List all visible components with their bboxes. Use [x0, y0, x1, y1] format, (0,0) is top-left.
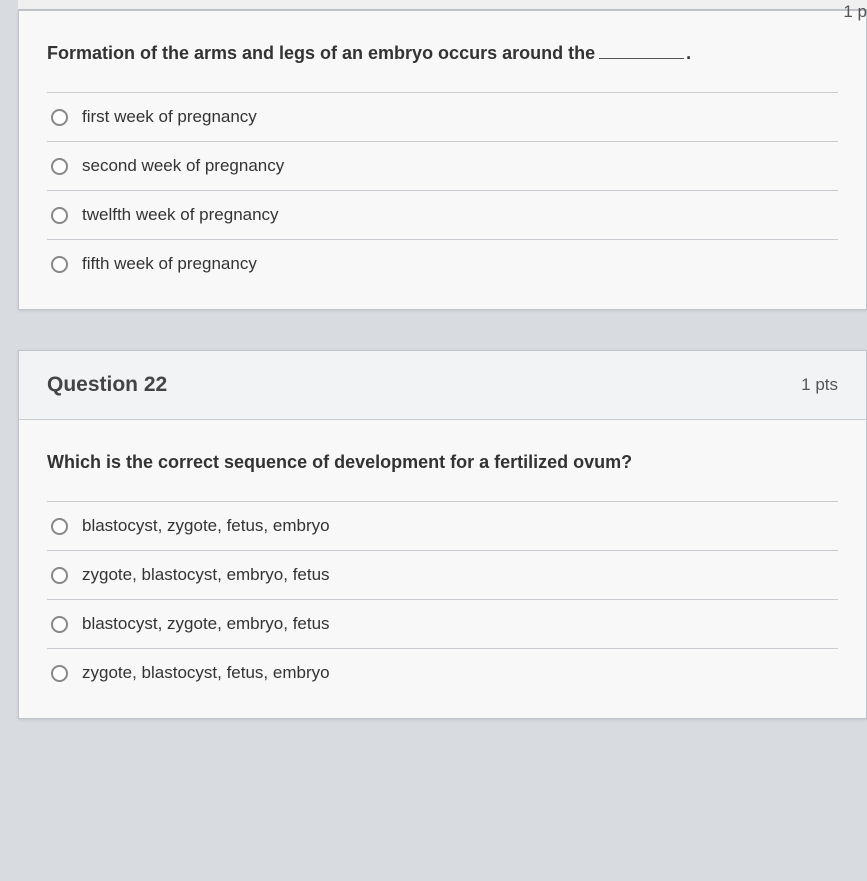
radio-icon — [51, 207, 68, 224]
radio-icon — [51, 567, 68, 584]
question-title: Question 22 — [47, 373, 167, 397]
answer-text: zygote, blastocyst, embryo, fetus — [82, 565, 330, 585]
quiz-viewport: 1 p Formation of the arms and legs of an… — [0, 0, 867, 881]
answer-option[interactable]: first week of pregnancy — [47, 92, 838, 141]
prev-question-header-sliver — [18, 0, 867, 10]
question-text-prefix: Formation of the arms and legs of an emb… — [47, 43, 595, 63]
radio-icon — [51, 665, 68, 682]
question-card-21: Formation of the arms and legs of an emb… — [18, 10, 867, 310]
answer-text: blastocyst, zygote, fetus, embryo — [82, 516, 330, 536]
question-points: 1 pts — [801, 375, 838, 395]
question-text: Which is the correct sequence of develop… — [47, 450, 838, 475]
question-body: Formation of the arms and legs of an emb… — [19, 11, 866, 92]
radio-icon — [51, 158, 68, 175]
answers-list: first week of pregnancy second week of p… — [19, 92, 866, 309]
answer-text: second week of pregnancy — [82, 156, 284, 176]
answer-option[interactable]: zygote, blastocyst, embryo, fetus — [47, 550, 838, 599]
prev-question-points-fragment: 1 p — [843, 0, 867, 24]
fill-blank-line — [599, 58, 684, 59]
question-card-22: Question 22 1 pts Which is the correct s… — [18, 350, 867, 719]
radio-icon — [51, 256, 68, 273]
question-body: Which is the correct sequence of develop… — [19, 420, 866, 501]
radio-icon — [51, 616, 68, 633]
answers-list: blastocyst, zygote, fetus, embryo zygote… — [19, 501, 866, 718]
answer-text: fifth week of pregnancy — [82, 254, 257, 274]
radio-icon — [51, 109, 68, 126]
answer-option[interactable]: zygote, blastocyst, fetus, embryo — [47, 648, 838, 698]
answer-option[interactable]: twelfth week of pregnancy — [47, 190, 838, 239]
answer-text: first week of pregnancy — [82, 107, 257, 127]
answer-option[interactable]: second week of pregnancy — [47, 141, 838, 190]
answer-option[interactable]: fifth week of pregnancy — [47, 239, 838, 289]
answer-option[interactable]: blastocyst, zygote, fetus, embryo — [47, 501, 838, 550]
radio-icon — [51, 518, 68, 535]
answer-text: twelfth week of pregnancy — [82, 205, 279, 225]
answer-text: zygote, blastocyst, fetus, embryo — [82, 663, 330, 683]
question-text: Formation of the arms and legs of an emb… — [47, 41, 838, 66]
answer-option[interactable]: blastocyst, zygote, embryo, fetus — [47, 599, 838, 648]
question-text-suffix: . — [686, 43, 691, 63]
question-header: Question 22 1 pts — [19, 351, 866, 420]
answer-text: blastocyst, zygote, embryo, fetus — [82, 614, 330, 634]
